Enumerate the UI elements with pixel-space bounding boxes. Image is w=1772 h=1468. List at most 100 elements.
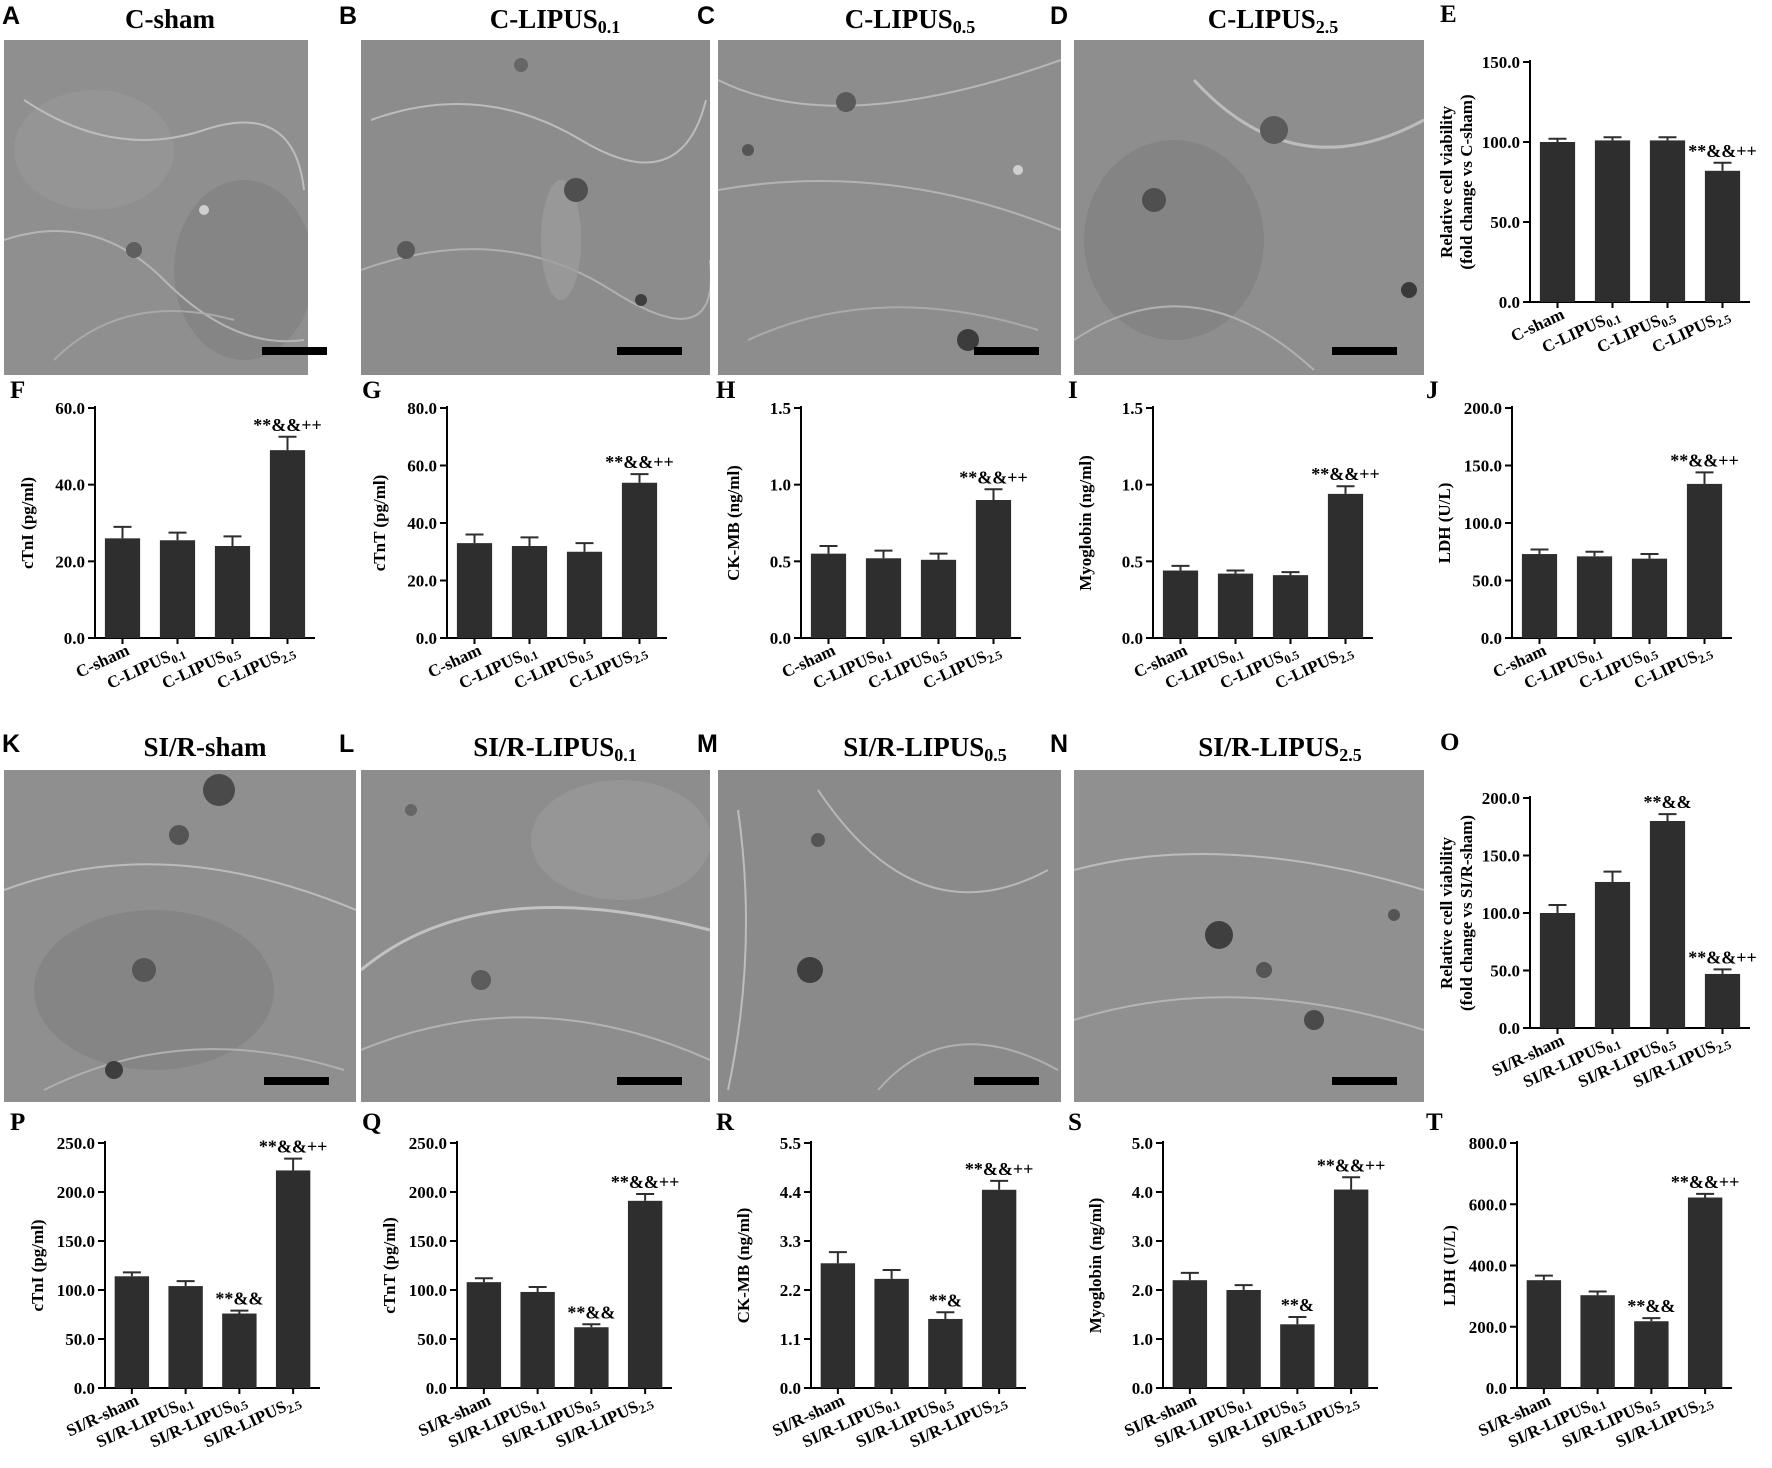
bar: [981, 1189, 1017, 1388]
y-tick-label: 40.0: [407, 514, 437, 533]
scale-bar-l: [617, 1077, 682, 1085]
y-tick-label: 1.0: [1132, 1330, 1153, 1349]
bar: [1576, 556, 1613, 638]
bar: [114, 1276, 150, 1388]
panel-title-n: SI/R-LIPUS2.5: [1198, 732, 1362, 765]
bar: [1594, 140, 1631, 302]
significance-label: **&: [1281, 1295, 1314, 1315]
panel-letter-i: I: [1068, 378, 1078, 404]
scale-bar-d: [1332, 347, 1397, 355]
y-tick-label: 50.0: [1490, 962, 1520, 981]
chart-h: H 0.0 0.5 1.0 1.5 CK-MB (ng/ml) C-sham C-LIPUS0…: [706, 377, 1062, 718]
bar: [1687, 1197, 1723, 1388]
bar: [466, 1282, 502, 1388]
panel-title-m: SI/R-LIPUS0.5: [843, 732, 1007, 765]
significance-label: **&&++: [959, 467, 1028, 487]
y-axis-label: CK-MB (ng/ml): [734, 1208, 753, 1324]
y-tick-label: 100.0: [1482, 133, 1520, 152]
chart-p: P 0.0 50.0 100.0 150.0 200.0 250.0 cTnI (pg/ml)…: [0, 1109, 356, 1463]
y-tick-label: 800.0: [1469, 1134, 1507, 1153]
micrograph-texture: [1074, 40, 1424, 375]
y-tick-label: 3.0: [1132, 1232, 1153, 1251]
bar: [1631, 558, 1668, 638]
y-tick-label: 600.0: [1469, 1195, 1507, 1214]
x-tick-label: C-LIPUS2.5: [566, 640, 651, 695]
bar: [1539, 142, 1576, 302]
y-tick-label: 0.0: [1499, 1019, 1520, 1038]
scale-bar-c: [974, 347, 1039, 355]
y-tick-label: 40.0: [55, 476, 85, 495]
y-tick-label: 0.0: [780, 1379, 801, 1398]
y-tick-label: 5.5: [780, 1134, 801, 1153]
y-tick-label: 80.0: [407, 399, 437, 418]
chart-t: T 0.0 200.0 400.0 600.0 800.0 LDH (U/L) SI/R-sh…: [1412, 1109, 1772, 1463]
x-tick-label: C-LIPUS2.5: [1631, 640, 1716, 695]
y-tick-label: 20.0: [407, 572, 437, 591]
x-tick-label: C-LIPUS2.5: [1649, 304, 1734, 359]
bar: [222, 1313, 257, 1388]
bar: [1172, 1280, 1208, 1388]
bar: [1526, 1280, 1562, 1388]
bar: [1272, 575, 1309, 638]
panel-title-a: C-sham: [124, 4, 215, 34]
y-tick-label: 60.0: [55, 399, 85, 418]
panel-letter-n: N: [1050, 730, 1069, 758]
bar: [1704, 170, 1741, 302]
significance-label: **&&++: [1688, 141, 1757, 161]
y-tick-label: 200.0: [409, 1183, 447, 1202]
significance-label: **&&++: [253, 415, 322, 435]
bar: [865, 558, 902, 638]
y-axis-label: LDH (U/L): [1435, 483, 1454, 564]
bar: [1162, 570, 1199, 638]
panel-letter-c: C: [697, 2, 716, 30]
y-tick-label: 0.0: [1132, 1379, 1153, 1398]
bar: [574, 1327, 609, 1388]
bar: [566, 551, 603, 638]
panel-letter-m: M: [697, 730, 718, 758]
chart-s: S 0.0 1.0 2.0 3.0 4.0 5.0 Myoglobin (ng/ml) SI/R…: [1058, 1109, 1414, 1463]
panel-letter-t: T: [1426, 1110, 1443, 1136]
panel-letter-d: D: [1050, 2, 1069, 30]
y-axis-label: CK-MB (ng/ml): [724, 465, 743, 581]
bar: [820, 1263, 856, 1388]
bar: [1649, 821, 1686, 1028]
micrograph-texture: [361, 40, 710, 375]
y-tick-label: 150.0: [1464, 457, 1502, 476]
bar: [104, 538, 141, 638]
significance-label: **&&: [215, 1289, 263, 1309]
panel-title-l: SI/R-LIPUS0.1: [473, 732, 637, 765]
significance-label: **&&: [567, 1302, 615, 1322]
micrograph-si-r-lipus-0-1: [361, 770, 710, 1102]
micrograph-c-lipus-0-5: [718, 40, 1061, 375]
panel-title-c: C-LIPUS0.5: [844, 4, 976, 37]
bar: [1686, 483, 1723, 638]
scale-bar-k: [264, 1077, 329, 1085]
micrograph-c-lipus-2-5: [1074, 40, 1424, 375]
significance-label: **&&++: [965, 1159, 1034, 1179]
y-tick-label: 1.1: [780, 1330, 801, 1349]
y-axis-label: Relative cell viability(fold change vs S…: [1437, 815, 1476, 1011]
bar: [1649, 140, 1686, 302]
y-tick-label: 0.0: [1481, 629, 1502, 648]
bar: [621, 482, 658, 638]
y-tick-label: 0.0: [416, 629, 437, 648]
bar: [810, 553, 847, 638]
y-tick-label: 0.0: [1122, 629, 1143, 648]
bar: [1704, 973, 1741, 1028]
y-tick-label: 50.0: [65, 1330, 95, 1349]
significance-label: **&&++: [1688, 947, 1757, 967]
bar: [511, 546, 548, 638]
y-axis-label: cTnI (pg/ml): [18, 477, 37, 569]
y-tick-label: 100.0: [57, 1281, 95, 1300]
panel-letter-s: S: [1068, 1110, 1082, 1136]
scale-bar-n: [1332, 1077, 1397, 1085]
scale-bar-m: [974, 1077, 1039, 1085]
bar: [920, 559, 957, 638]
significance-label: **&&++: [1311, 464, 1380, 484]
chart-e: E 0.0 50.0 100.0 150.0 Relative cell viabilit…: [1420, 0, 1772, 400]
y-tick-label: 50.0: [417, 1330, 447, 1349]
y-tick-label: 250.0: [57, 1134, 95, 1153]
bar: [1226, 1290, 1261, 1388]
y-axis-label: LDH (U/L): [1440, 1225, 1459, 1306]
bar: [456, 543, 493, 638]
